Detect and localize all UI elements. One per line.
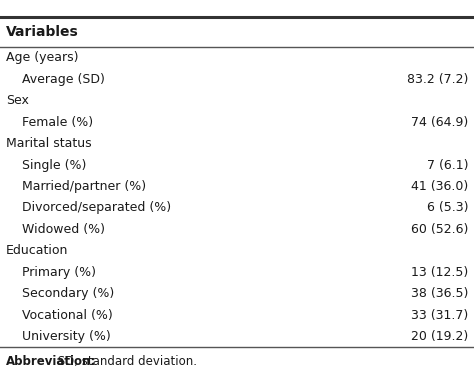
Text: 60 (52.6): 60 (52.6) (411, 223, 468, 236)
Text: Primary (%): Primary (%) (6, 266, 96, 279)
Text: Abbreviation:: Abbreviation: (6, 355, 96, 368)
Text: 20 (19.2): 20 (19.2) (411, 330, 468, 343)
Text: Sex: Sex (6, 94, 28, 107)
Text: 6 (5.3): 6 (5.3) (427, 201, 468, 215)
Text: 13 (12.5): 13 (12.5) (411, 266, 468, 279)
Text: 74 (64.9): 74 (64.9) (411, 115, 468, 129)
Text: Single (%): Single (%) (6, 158, 86, 172)
Text: Vocational (%): Vocational (%) (6, 309, 112, 322)
Text: 83.2 (7.2): 83.2 (7.2) (407, 73, 468, 86)
Text: Widowed (%): Widowed (%) (6, 223, 105, 236)
Text: 7 (6.1): 7 (6.1) (427, 158, 468, 172)
Text: Age (years): Age (years) (6, 51, 78, 64)
Text: Marital status: Marital status (6, 137, 91, 150)
Text: Variables: Variables (6, 25, 78, 39)
Text: Average (SD): Average (SD) (6, 73, 105, 86)
Text: Education: Education (6, 244, 68, 258)
Text: 41 (36.0): 41 (36.0) (411, 180, 468, 193)
Text: Divorced/separated (%): Divorced/separated (%) (6, 201, 171, 215)
Text: Secondary (%): Secondary (%) (6, 287, 114, 300)
Text: Married/partner (%): Married/partner (%) (6, 180, 146, 193)
Text: Female (%): Female (%) (6, 115, 93, 129)
Text: SD, standard deviation.: SD, standard deviation. (54, 355, 197, 368)
Text: 33 (31.7): 33 (31.7) (411, 309, 468, 322)
Text: 38 (36.5): 38 (36.5) (411, 287, 468, 300)
Text: University (%): University (%) (6, 330, 110, 343)
